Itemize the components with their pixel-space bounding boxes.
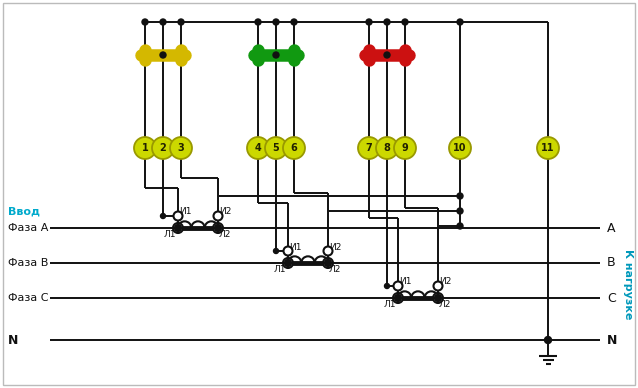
Text: Л1: Л1 bbox=[274, 265, 286, 274]
Text: Л1: Л1 bbox=[164, 230, 177, 239]
Circle shape bbox=[160, 52, 166, 58]
Circle shape bbox=[433, 282, 443, 291]
Circle shape bbox=[323, 258, 333, 268]
Text: 9: 9 bbox=[402, 143, 408, 153]
Circle shape bbox=[394, 137, 416, 159]
Circle shape bbox=[291, 19, 297, 25]
Circle shape bbox=[160, 19, 166, 25]
Text: 6: 6 bbox=[291, 143, 297, 153]
Text: А: А bbox=[607, 222, 616, 234]
Circle shape bbox=[385, 284, 390, 289]
Text: Л2: Л2 bbox=[329, 265, 341, 274]
Text: 11: 11 bbox=[541, 143, 555, 153]
Circle shape bbox=[323, 246, 332, 256]
Circle shape bbox=[434, 294, 441, 301]
Circle shape bbox=[283, 137, 305, 159]
Circle shape bbox=[285, 260, 292, 267]
Circle shape bbox=[214, 225, 221, 232]
Text: N: N bbox=[607, 334, 618, 346]
Text: Фаза A: Фаза A bbox=[8, 223, 48, 233]
Circle shape bbox=[376, 137, 398, 159]
Circle shape bbox=[142, 19, 148, 25]
Text: Фаза B: Фаза B bbox=[8, 258, 48, 268]
Circle shape bbox=[247, 137, 269, 159]
Circle shape bbox=[449, 137, 471, 159]
Text: 5: 5 bbox=[272, 143, 279, 153]
Circle shape bbox=[178, 19, 184, 25]
Text: Фаза C: Фаза C bbox=[8, 293, 48, 303]
Circle shape bbox=[544, 336, 551, 343]
Text: 10: 10 bbox=[453, 143, 467, 153]
Text: Л1: Л1 bbox=[384, 300, 396, 309]
Circle shape bbox=[358, 137, 380, 159]
Circle shape bbox=[366, 19, 372, 25]
Text: 7: 7 bbox=[366, 143, 373, 153]
Text: 1: 1 bbox=[142, 143, 149, 153]
Circle shape bbox=[214, 211, 223, 220]
FancyBboxPatch shape bbox=[3, 3, 635, 385]
Circle shape bbox=[393, 293, 403, 303]
Text: К нагрузке: К нагрузке bbox=[623, 249, 633, 319]
Circle shape bbox=[273, 52, 279, 58]
Circle shape bbox=[265, 137, 287, 159]
Circle shape bbox=[457, 193, 463, 199]
Text: Л2: Л2 bbox=[439, 300, 451, 309]
Circle shape bbox=[173, 223, 183, 233]
Circle shape bbox=[457, 19, 463, 25]
Circle shape bbox=[283, 246, 292, 256]
Circle shape bbox=[255, 19, 261, 25]
Circle shape bbox=[433, 293, 443, 303]
Circle shape bbox=[283, 258, 293, 268]
Circle shape bbox=[394, 294, 401, 301]
Circle shape bbox=[384, 19, 390, 25]
Circle shape bbox=[457, 223, 463, 229]
Circle shape bbox=[213, 223, 223, 233]
Circle shape bbox=[457, 208, 463, 214]
Circle shape bbox=[152, 137, 174, 159]
Circle shape bbox=[161, 213, 165, 218]
Text: С: С bbox=[607, 291, 616, 305]
Circle shape bbox=[402, 19, 408, 25]
Circle shape bbox=[134, 137, 156, 159]
Text: 2: 2 bbox=[160, 143, 167, 153]
Text: И2: И2 bbox=[329, 242, 341, 251]
Circle shape bbox=[394, 282, 403, 291]
Text: И1: И1 bbox=[399, 277, 412, 286]
Text: 4: 4 bbox=[255, 143, 262, 153]
Circle shape bbox=[384, 52, 390, 58]
Text: 8: 8 bbox=[383, 143, 390, 153]
Circle shape bbox=[325, 260, 332, 267]
Circle shape bbox=[273, 19, 279, 25]
Text: N: N bbox=[8, 334, 19, 346]
Circle shape bbox=[170, 137, 192, 159]
Circle shape bbox=[537, 137, 559, 159]
Text: Л2: Л2 bbox=[219, 230, 232, 239]
Text: И2: И2 bbox=[219, 208, 232, 217]
Circle shape bbox=[175, 225, 181, 232]
Text: И2: И2 bbox=[439, 277, 451, 286]
Text: 3: 3 bbox=[177, 143, 184, 153]
Text: В: В bbox=[607, 256, 616, 270]
Circle shape bbox=[174, 211, 182, 220]
Text: И1: И1 bbox=[289, 242, 302, 251]
Text: Ввод: Ввод bbox=[8, 206, 40, 216]
Circle shape bbox=[274, 248, 279, 253]
Text: И1: И1 bbox=[179, 208, 191, 217]
